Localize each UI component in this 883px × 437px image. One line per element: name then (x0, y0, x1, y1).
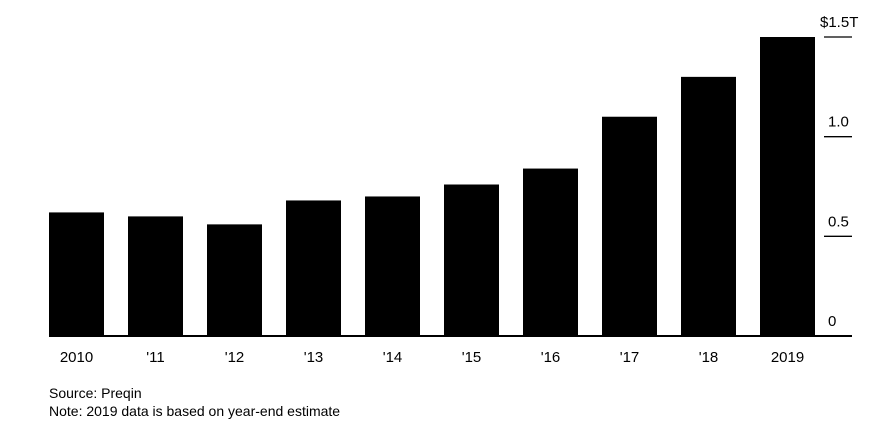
x-tick-label: '11 (146, 349, 164, 366)
source-note: Source: Preqin (49, 385, 142, 401)
bar-15 (444, 184, 499, 336)
x-tick-label: '14 (383, 349, 403, 366)
bar-2019 (760, 37, 815, 336)
x-tick-label: '17 (620, 349, 640, 366)
x-tick-label: 2010 (60, 349, 93, 366)
bar-16 (523, 168, 578, 336)
bar-17 (602, 116, 657, 336)
bar-13 (286, 200, 341, 336)
bar-2010 (49, 212, 104, 336)
y-tick-label: 1.0 (828, 114, 849, 131)
bars (49, 37, 815, 336)
bar-chart: 0 0.5 1.0 $1.5T 2010 '11 '12 '13 '14 '15 '16 '17 '1… (49, 14, 858, 366)
x-tick-label: 2019 (771, 349, 804, 366)
bar-11 (128, 216, 183, 336)
x-axis: 2010 '11 '12 '13 '14 '15 '16 '17 '18 2019 (60, 349, 804, 366)
x-tick-label: '18 (699, 349, 719, 366)
x-tick-label: '15 (462, 349, 482, 366)
bar-12 (207, 224, 262, 336)
bar-18 (681, 76, 736, 336)
y-tick-label: 0.5 (828, 213, 849, 230)
data-note: Note: 2019 data is based on year-end est… (49, 403, 341, 419)
x-tick-label: '12 (225, 349, 245, 366)
y-tick-label: $1.5T (820, 14, 858, 31)
x-tick-label: '16 (541, 349, 561, 366)
x-tick-label: '13 (304, 349, 324, 366)
y-tick-label: 0 (828, 313, 836, 330)
bar-14 (365, 196, 420, 336)
y-axis: 0 0.5 1.0 $1.5T (820, 14, 858, 330)
